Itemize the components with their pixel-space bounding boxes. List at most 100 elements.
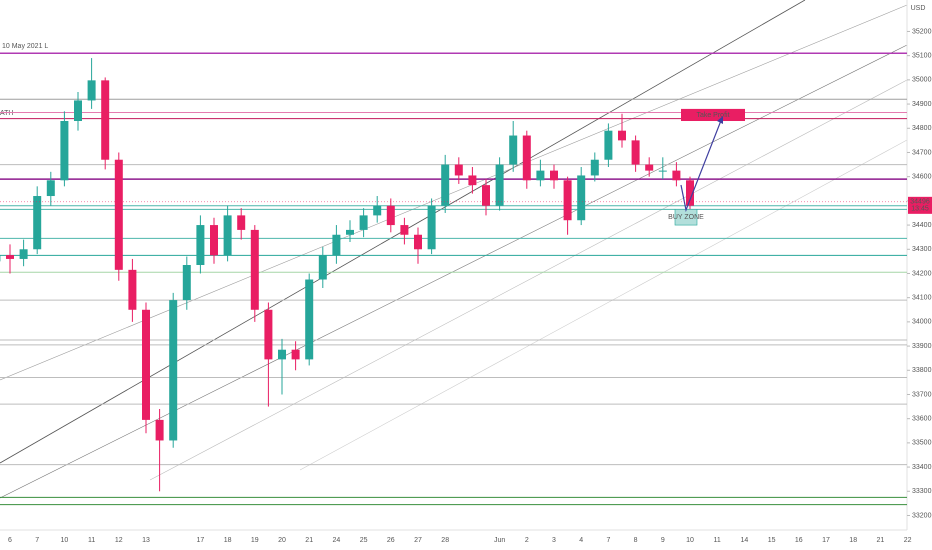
y-tick-label: 35200 xyxy=(912,28,932,35)
y-tick-label: 34100 xyxy=(912,295,932,302)
candle-body xyxy=(142,309,150,420)
candle-body xyxy=(536,170,545,181)
x-tick-label: 13 xyxy=(142,537,150,544)
x-tick-label: 11 xyxy=(88,537,95,544)
y-tick-label: 34000 xyxy=(912,319,932,326)
candle-body xyxy=(87,80,96,101)
candle-body xyxy=(182,265,191,301)
x-tick-label: 19 xyxy=(251,537,259,544)
candle-body xyxy=(305,279,314,360)
candle-body xyxy=(19,249,28,259)
candle-body xyxy=(264,309,273,360)
x-tick-label: 8 xyxy=(634,537,638,544)
x-tick-label: 7 xyxy=(35,537,39,544)
x-tick-label: 15 xyxy=(768,537,776,544)
x-tick-label: 24 xyxy=(333,537,341,544)
note: ATH xyxy=(0,110,13,117)
x-tick-label: 10 xyxy=(61,537,69,544)
y-tick-label: 33800 xyxy=(912,367,932,374)
x-tick-label: 27 xyxy=(414,537,422,544)
y-tick-label: 33500 xyxy=(912,440,932,447)
candle-body xyxy=(6,255,14,259)
candle-body xyxy=(577,175,586,221)
candle-body xyxy=(686,180,694,206)
y-tick-label: 33400 xyxy=(912,464,932,471)
candle-body xyxy=(590,159,599,176)
candle-body xyxy=(114,159,123,270)
x-tick-label: 12 xyxy=(115,537,123,544)
x-tick-label: 17 xyxy=(197,537,205,544)
candle-body xyxy=(318,255,327,280)
y-tick-label: 33200 xyxy=(912,512,932,519)
x-tick-label: 21 xyxy=(305,537,313,544)
x-tick-label: 18 xyxy=(849,537,857,544)
x-tick-label: 22 xyxy=(904,537,912,544)
x-tick-label: Jun xyxy=(494,537,505,544)
y-tick-label: 35000 xyxy=(912,77,932,84)
x-tick-label: 2 xyxy=(525,537,529,544)
candle-body xyxy=(482,185,490,206)
y-tick-label: 34900 xyxy=(912,101,932,108)
candle-body xyxy=(441,164,450,206)
y-tick-label: 33900 xyxy=(912,343,932,350)
candle-body xyxy=(631,140,640,165)
candle-body xyxy=(74,100,82,122)
candle-body xyxy=(155,419,164,441)
trend-line xyxy=(0,4,908,381)
candle-body xyxy=(522,135,531,181)
trend-line xyxy=(0,44,908,499)
x-tick-label: 4 xyxy=(579,537,583,544)
y-tick-label: 33600 xyxy=(912,416,932,423)
x-tick-label: 26 xyxy=(387,537,395,544)
candle-body xyxy=(604,130,613,160)
candle-body xyxy=(291,349,300,360)
trend-line xyxy=(299,139,908,471)
x-tick-label: 9 xyxy=(661,537,665,544)
candle-body xyxy=(400,225,409,235)
candle-body xyxy=(33,196,42,250)
candle-body xyxy=(454,164,463,176)
candle-body xyxy=(223,215,232,256)
y-tick-label: 34400 xyxy=(912,222,932,229)
y-tick-label: 33700 xyxy=(912,391,932,398)
x-tick-label: 20 xyxy=(278,537,286,544)
candle-body xyxy=(645,164,654,171)
candle-body xyxy=(46,180,55,197)
last-price-label: 34496 xyxy=(910,199,930,206)
candle-body xyxy=(250,229,259,310)
x-tick-label: 28 xyxy=(441,537,449,544)
candle-body xyxy=(509,135,518,165)
x-tick-label: 14 xyxy=(741,537,749,544)
zone xyxy=(681,108,745,122)
x-tick-label: 21 xyxy=(877,537,885,544)
y-tick-label: 34300 xyxy=(912,246,932,253)
candle-body xyxy=(373,205,382,216)
x-tick-label: 3 xyxy=(552,537,556,544)
last-price-box xyxy=(908,196,932,214)
candle-body xyxy=(196,225,205,265)
y-tick-label: 33300 xyxy=(912,488,932,495)
trend-line xyxy=(149,79,908,481)
x-tick-label: 6 xyxy=(8,537,12,544)
candle-body xyxy=(128,269,137,310)
y-tick-label: 34200 xyxy=(912,270,932,277)
forecast-arrow xyxy=(680,117,723,213)
countdown: 13:45 xyxy=(911,206,929,213)
candle-body xyxy=(550,170,558,181)
x-tick-label: 18 xyxy=(224,537,232,544)
y-tick-label: 34800 xyxy=(912,125,932,132)
y-tick-label: 35100 xyxy=(912,53,932,60)
candle-body xyxy=(658,170,667,172)
candle-body xyxy=(210,225,218,256)
zone-label: BUY ZONE xyxy=(668,214,704,221)
x-tick-label: 17 xyxy=(822,537,830,544)
y-tick-label: 34600 xyxy=(912,174,932,181)
candle-body xyxy=(346,229,354,235)
candle-body xyxy=(618,130,626,141)
candle-body xyxy=(672,170,681,181)
candle-body xyxy=(169,300,178,441)
x-tick-label: 11 xyxy=(714,537,721,544)
